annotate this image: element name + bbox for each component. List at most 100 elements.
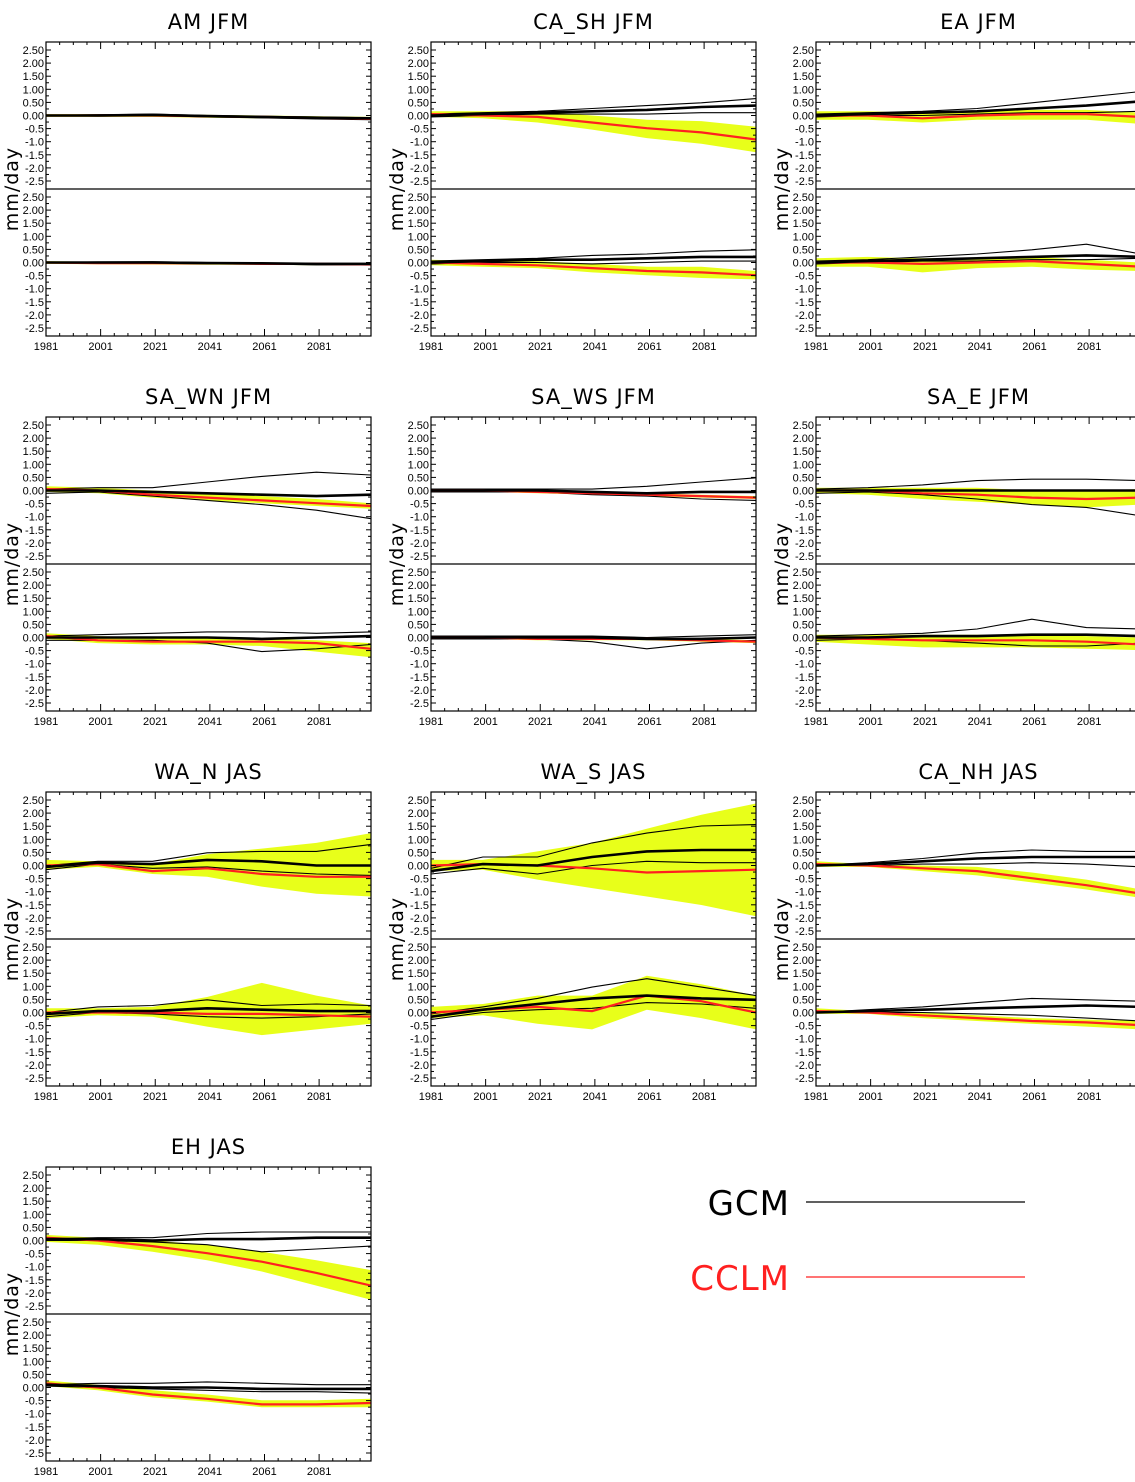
y-axis-label: mm/day <box>771 522 793 606</box>
panel-ca-nh-jas: CA_NH JASmm/day2.502.001.501.000.500.00-… <box>771 760 1135 1103</box>
y-tick-label: -2.0 <box>410 913 429 925</box>
x-tick-label: 2061 <box>252 716 276 728</box>
y-tick-label: 0.00 <box>793 861 814 873</box>
x-tick-label: 2041 <box>198 1091 222 1103</box>
y-tick-label: -2.5 <box>795 323 814 335</box>
cclm-spread-band <box>46 633 371 658</box>
y-tick-label: -2.0 <box>25 913 44 925</box>
gcm-member-line <box>46 843 371 867</box>
half-upper <box>431 98 756 153</box>
panel-sa-ws-jfm: SA_WS JFMmm/day2.502.001.501.000.500.00-… <box>386 385 757 728</box>
y-tick-label: 0.00 <box>23 1008 44 1020</box>
y-tick-label: 1.50 <box>23 968 44 980</box>
y-tick-label: -2.0 <box>795 163 814 175</box>
y-tick-label: 2.00 <box>23 58 44 70</box>
x-tick-label: 2001 <box>473 716 497 728</box>
x-tick-label: 2081 <box>307 716 331 728</box>
y-tick-label: -0.5 <box>25 1396 44 1408</box>
y-tick-label: 2.00 <box>793 955 814 967</box>
x-tick-label: 2061 <box>637 1091 661 1103</box>
y-tick-label: 0.50 <box>793 847 814 859</box>
panel-title: CA_NH JAS <box>918 760 1038 785</box>
y-tick-label: 1.50 <box>793 218 814 230</box>
y-tick-label: -1.5 <box>410 1047 429 1059</box>
y-tick-label: 1.50 <box>23 821 44 833</box>
y-tick-label: -2.5 <box>25 698 44 710</box>
x-tick-label: 2001 <box>88 1091 112 1103</box>
gcm-mean-line <box>431 255 756 264</box>
y-tick-label: 1.00 <box>23 1209 44 1221</box>
gcm-member-line <box>431 634 756 639</box>
x-tick-label: 2001 <box>88 716 112 728</box>
gcm-member-line <box>816 491 1135 516</box>
y-tick-label: -2.0 <box>795 685 814 697</box>
y-tick-label: -2.5 <box>795 926 814 938</box>
half-upper <box>46 1231 371 1300</box>
y-tick-label: 0.50 <box>408 994 429 1006</box>
y-tick-label: 1.00 <box>793 231 814 243</box>
panel-title: SA_E JFM <box>927 385 1030 410</box>
x-tick-label: 2021 <box>528 1091 552 1103</box>
legend-label-gcm: GCM <box>708 1184 790 1224</box>
y-tick-label: -1.0 <box>410 137 429 149</box>
y-tick-label: 1.00 <box>23 1356 44 1368</box>
y-tick-label: 1.50 <box>408 593 429 605</box>
y-tick-label: 1.00 <box>793 84 814 96</box>
gcm-member-line <box>431 98 756 115</box>
y-tick-label: 1.50 <box>408 968 429 980</box>
x-tick-label: 2081 <box>692 716 716 728</box>
panel-title: WA_S JAS <box>540 760 646 785</box>
y-tick-label: 0.00 <box>23 1236 44 1248</box>
y-tick-label: -0.5 <box>410 124 429 136</box>
gcm-member-line <box>431 978 756 1015</box>
half-upper <box>46 833 371 897</box>
gcm-mean-line <box>816 254 1135 264</box>
y-tick-label: -1.0 <box>410 1034 429 1046</box>
y-tick-label: 2.50 <box>23 1317 44 1329</box>
cclm-mean-line <box>816 636 1135 646</box>
y-tick-label: 1.00 <box>23 981 44 993</box>
y-tick-label: 0.50 <box>793 619 814 631</box>
y-tick-label: -2.5 <box>25 1448 44 1460</box>
cclm-spread-band <box>431 975 756 1030</box>
y-tick-label: 1.50 <box>793 71 814 83</box>
y-tick-label: -0.5 <box>410 874 429 886</box>
y-tick-label: -1.0 <box>25 1034 44 1046</box>
x-tick-label: 1981 <box>419 1091 443 1103</box>
x-tick-label: 2001 <box>88 1466 112 1478</box>
x-tick-label: 1981 <box>804 716 828 728</box>
y-tick-label: 2.00 <box>408 205 429 217</box>
half-upper <box>816 91 1135 124</box>
y-tick-label: -2.0 <box>410 1060 429 1072</box>
y-axis-label: mm/day <box>1 1272 23 1356</box>
y-tick-label: 1.50 <box>793 446 814 458</box>
y-tick-label: -2.5 <box>410 323 429 335</box>
y-tick-label: -1.0 <box>25 137 44 149</box>
y-tick-label: 0.50 <box>23 847 44 859</box>
y-tick-label: -1.5 <box>795 900 814 912</box>
y-tick-label: 1.00 <box>408 606 429 618</box>
gcm-member-line <box>431 638 756 650</box>
x-tick-label: 2001 <box>858 341 882 353</box>
y-tick-label: 2.00 <box>23 955 44 967</box>
x-tick-label: 1981 <box>34 1466 58 1478</box>
gcm-member-line <box>431 260 756 265</box>
y-tick-label: 0.00 <box>408 486 429 498</box>
x-tick-label: 1981 <box>34 341 58 353</box>
x-tick-label: 2081 <box>692 1091 716 1103</box>
y-tick-label: 0.00 <box>23 486 44 498</box>
half-lower <box>46 982 371 1036</box>
y-tick-label: 2.00 <box>23 808 44 820</box>
y-tick-label: 2.00 <box>408 808 429 820</box>
panel-eh-jas: EH JASmm/day2.502.001.501.000.500.00-0.5… <box>1 1135 372 1478</box>
cclm-mean-line <box>431 261 756 277</box>
y-axis-label: mm/day <box>1 522 23 606</box>
cclm-mean-line <box>46 862 371 878</box>
y-tick-label: 1.50 <box>793 968 814 980</box>
y-tick-label: 0.50 <box>793 472 814 484</box>
y-tick-label: 2.50 <box>408 45 429 57</box>
y-tick-label: -2.0 <box>25 685 44 697</box>
x-tick-label: 2021 <box>913 1091 937 1103</box>
y-tick-label: -2.5 <box>25 1301 44 1313</box>
y-tick-label: -2.0 <box>25 538 44 550</box>
